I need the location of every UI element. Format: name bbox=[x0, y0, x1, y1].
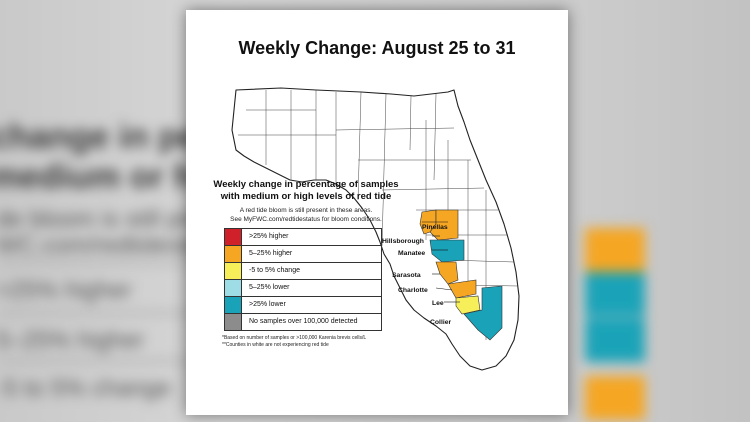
blurred-divider bbox=[0, 312, 200, 314]
county-label-lee: Lee bbox=[432, 300, 444, 307]
county-label-collier: Collier bbox=[430, 319, 452, 326]
legend-title-line: with medium or high levels of red tide bbox=[220, 191, 392, 202]
legend-row: -5 to 5% change bbox=[225, 263, 381, 280]
legend-label: >25% lower bbox=[249, 301, 286, 308]
florida-outline bbox=[231, 87, 520, 371]
blurred-swatch bbox=[585, 376, 645, 420]
blurred-swatch bbox=[585, 272, 645, 316]
legend-title: Weekly change in percentage of samples w… bbox=[206, 179, 406, 203]
blurred-text: 5–25% higher bbox=[0, 327, 145, 354]
blurred-swatch bbox=[585, 228, 645, 272]
legend-swatch-gray bbox=[225, 314, 242, 330]
county-label-pinellas: Pinellas bbox=[422, 224, 448, 231]
legend-note: A red tide bloom is still present in the… bbox=[206, 206, 406, 224]
legend-note-line: See MyFWC.com/redtidestatus for bloom co… bbox=[230, 216, 382, 223]
legend-row: >25% higher bbox=[225, 229, 381, 246]
county-manatee-fill bbox=[429, 239, 465, 263]
footnote-line: *Based on number of samples or >100,000 … bbox=[222, 335, 367, 341]
county-sarasota-fill bbox=[435, 261, 459, 285]
legend-row: No samples over 100,000 detected bbox=[225, 314, 381, 330]
label-leader-lines bbox=[422, 221, 460, 303]
map-title: Weekly Change: August 25 to 31 bbox=[238, 38, 516, 58]
legend-label: -5 to 5% change bbox=[249, 267, 300, 274]
county-label-manatee: Manatee bbox=[398, 250, 426, 257]
legend-table: >25% higher 5–25% higher -5 to 5% change… bbox=[224, 228, 382, 331]
blurred-text: >25% higher bbox=[0, 277, 132, 304]
legend-title-line: Weekly change in percentage of samples bbox=[213, 179, 399, 190]
footnote-line: **Counties in white are not experiencing… bbox=[222, 342, 329, 348]
legend-swatch-yellow bbox=[225, 263, 242, 279]
legend-row: 5–25% higher bbox=[225, 246, 381, 263]
legend-label: 5–25% lower bbox=[249, 284, 290, 291]
legend-swatch-teal bbox=[225, 297, 242, 313]
blurred-divider bbox=[0, 360, 200, 362]
legend-row: 5–25% lower bbox=[225, 280, 381, 297]
legend-footnote: *Based on number of samples or >100,000 … bbox=[222, 335, 422, 349]
blurred-text: -5 to 5% change bbox=[0, 375, 171, 402]
legend-label: No samples over 100,000 detected bbox=[249, 318, 358, 325]
blurred-divider bbox=[0, 262, 200, 264]
florida-map bbox=[231, 87, 520, 371]
legend-swatch-red bbox=[225, 229, 242, 245]
county-collier-fill bbox=[463, 285, 503, 341]
legend-row: >25% lower bbox=[225, 297, 381, 314]
legend-label: >25% higher bbox=[249, 233, 289, 240]
legend-note-line: A red tide bloom is still present in the… bbox=[239, 207, 373, 214]
county-label-charlotte: Charlotte bbox=[398, 287, 428, 294]
legend-swatch-orange bbox=[225, 246, 242, 262]
map-card: Weekly Change: August 25 to 31 bbox=[186, 10, 568, 415]
legend-swatch-light-blue bbox=[225, 280, 242, 296]
county-label-sarasota: Sarasota bbox=[392, 272, 421, 279]
blurred-swatch bbox=[585, 318, 645, 362]
county-label-hillsborough: Hillsborough bbox=[382, 238, 424, 245]
legend-label: 5–25% higher bbox=[249, 250, 293, 257]
county-lee-fill bbox=[455, 295, 481, 315]
county-charlotte-fill bbox=[447, 279, 477, 299]
